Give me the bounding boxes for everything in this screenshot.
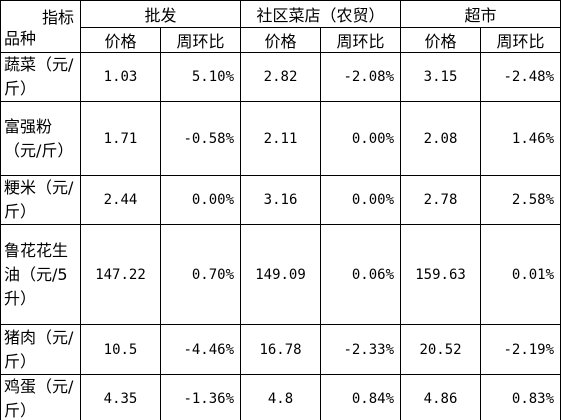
change-cell: -2.33% [320, 324, 402, 375]
price-cell: 147.22 [80, 224, 161, 325]
table-row: 粳米（元/斤） 2.44 0.00% 3.16 0.00% 2.78 2.58% [0, 175, 561, 225]
change-cell: -2.48% [480, 52, 561, 102]
subheader: 周环比 [480, 27, 561, 53]
price-cell: 149.09 [240, 224, 322, 325]
item-name: 鸡蛋（元/斤） [0, 374, 81, 420]
subheader: 价格 [80, 27, 161, 53]
subheader: 价格 [400, 27, 482, 53]
change-cell: 0.01% [480, 224, 561, 325]
table-row: 猪肉（元/斤） 10.5 -4.46% 16.78 -2.33% 20.52 -2.19% [0, 324, 561, 375]
item-name: 猪肉（元/斤） [0, 324, 81, 375]
price-cell: 3.15 [400, 52, 482, 102]
change-cell: -2.19% [480, 324, 561, 375]
group-header: 批发 [79, 0, 242, 28]
corner-top: 指标 [41, 8, 74, 27]
price-cell: 16.78 [240, 324, 322, 375]
change-cell: 0.00% [159, 175, 242, 225]
subheader: 周环比 [159, 27, 242, 53]
table-row: 鲁花花生油（元/5升） 147.22 0.70% 149.09 0.06% 159.63 0… [0, 224, 561, 325]
change-cell: -4.46% [159, 324, 242, 375]
item-name: 蔬菜（元/斤） [0, 52, 81, 102]
table-row: 富强粉（元/斤） 1.71 -0.58% 2.11 0.00% 2.08 1.46% [0, 101, 561, 176]
change-cell: 0.83% [480, 374, 561, 420]
table-body: 蔬菜（元/斤） 1.03 5.10% 2.82 -2.08% 3.15 -2.48% 富强粉（… [0, 52, 561, 420]
price-cell: 1.71 [80, 101, 161, 176]
price-cell: 2.82 [240, 52, 322, 102]
corner-cell: 指标 品种 [0, 0, 81, 53]
change-cell: 0.00% [320, 101, 402, 176]
change-cell: 5.10% [159, 52, 242, 102]
price-cell: 4.8 [240, 374, 322, 420]
change-cell: 1.46% [480, 101, 561, 176]
price-cell: 2.11 [240, 101, 322, 176]
price-cell: 4.35 [80, 374, 161, 420]
subheader-row: 价格 周环比 价格 周环比 价格 周环比 [1, 27, 561, 53]
change-cell: 2.58% [480, 175, 561, 225]
item-name: 粳米（元/斤） [0, 175, 81, 225]
change-cell: -2.08% [320, 52, 402, 102]
change-cell: 0.70% [159, 224, 242, 325]
change-cell: 0.84% [320, 374, 402, 420]
item-name: 富强粉（元/斤） [0, 101, 81, 176]
price-cell: 2.08 [400, 101, 482, 176]
corner-bottom: 品种 [4, 29, 37, 48]
price-cell: 2.44 [80, 175, 161, 225]
group-header: 超市 [400, 0, 561, 28]
change-cell: -1.36% [159, 374, 242, 420]
price-cell: 4.86 [400, 374, 482, 420]
price-cell: 3.16 [240, 175, 322, 225]
price-cell: 10.5 [80, 324, 161, 375]
group-header: 社区菜店（农贸） [240, 0, 402, 28]
change-cell: -0.58% [159, 101, 242, 176]
subheader: 周环比 [320, 27, 402, 53]
price-cell: 2.78 [400, 175, 482, 225]
table-row: 鸡蛋（元/斤） 4.35 -1.36% 4.8 0.84% 4.86 0.83% [0, 374, 561, 420]
price-cell: 1.03 [80, 52, 161, 102]
change-cell: 0.00% [320, 175, 402, 225]
subheader: 价格 [240, 27, 322, 53]
change-cell: 0.06% [320, 224, 402, 325]
price-cell: 20.52 [400, 324, 482, 375]
item-name: 鲁花花生油（元/5升） [0, 224, 81, 325]
price-cell: 159.63 [400, 224, 482, 325]
table-row: 蔬菜（元/斤） 1.03 5.10% 2.82 -2.08% 3.15 -2.48% [0, 52, 561, 102]
